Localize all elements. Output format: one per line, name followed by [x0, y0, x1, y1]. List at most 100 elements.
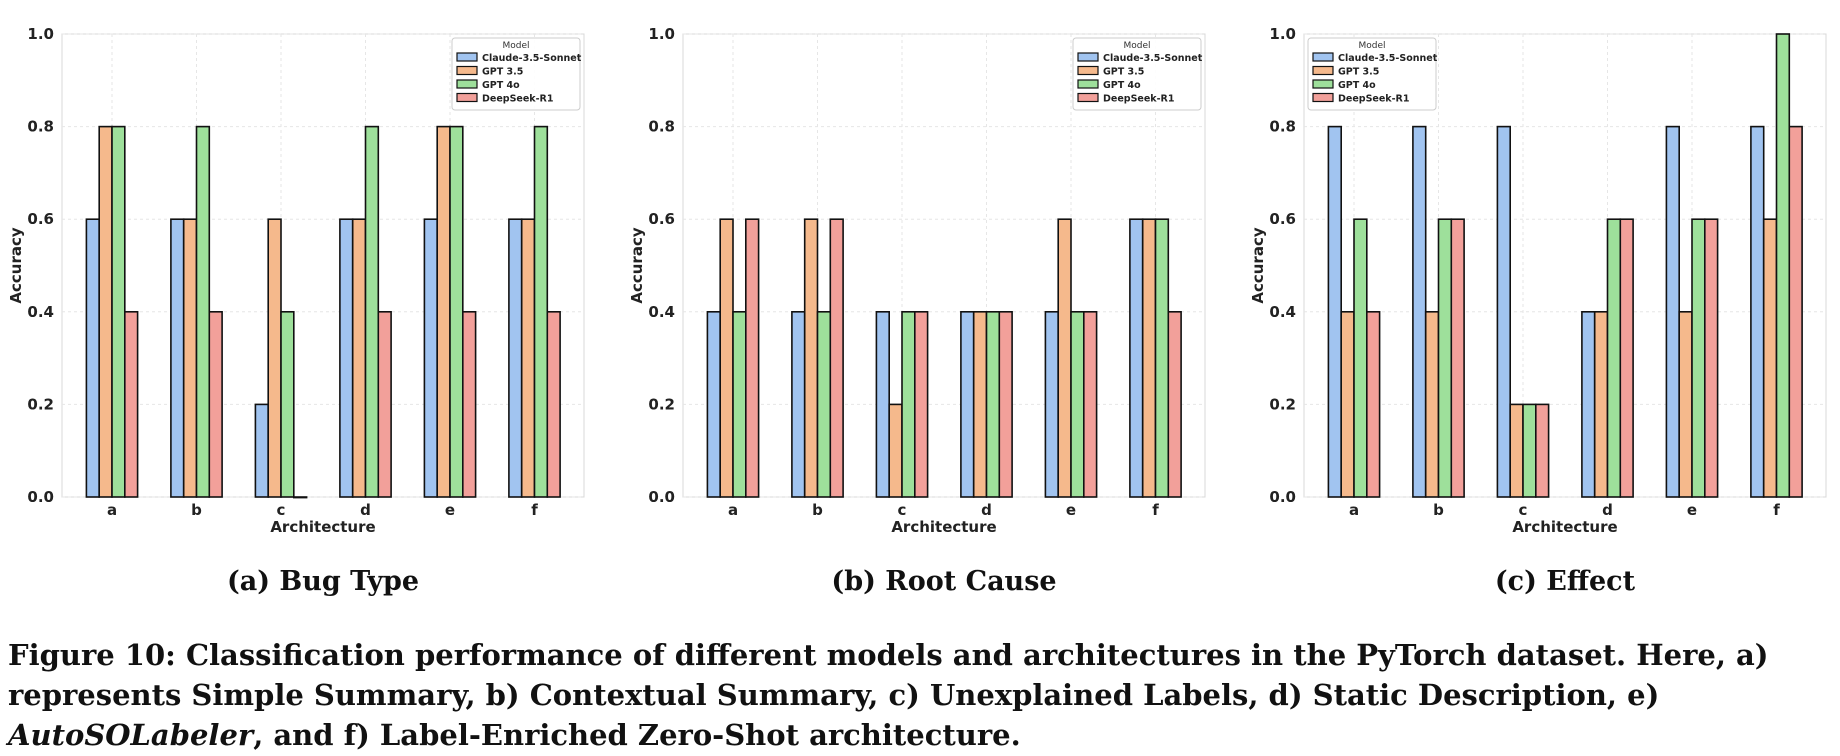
legend-entry: GPT 4o	[482, 80, 520, 91]
bar	[1070, 310, 1085, 498]
bar	[829, 218, 844, 498]
bar	[1154, 218, 1170, 498]
x-tick-label: d	[360, 501, 371, 519]
legend-entry: Claude-3.5-Sonnet	[1103, 53, 1203, 64]
bar	[449, 125, 464, 498]
y-tick-label: 1.0	[1269, 25, 1296, 43]
x-tick-label: c	[1519, 501, 1528, 519]
bar	[1606, 218, 1622, 498]
legend-entry: GPT 3.5	[1103, 67, 1144, 78]
bar	[706, 310, 722, 498]
bar	[1450, 218, 1465, 498]
chart-subtitle: (b) Root Cause	[831, 566, 1056, 597]
figure-charts: 0.0 0.2 0.4 0.6 0.8 1.0 a b c d e f Architecture Accu…	[7, 25, 1827, 597]
legend-swatch	[456, 52, 478, 62]
bar	[1327, 125, 1343, 498]
bar	[1366, 310, 1381, 498]
bar	[1044, 310, 1060, 498]
x-axis-label: Architecture	[270, 518, 375, 536]
y-tick-label: 0.0	[648, 488, 675, 506]
bar	[423, 218, 438, 498]
bar	[1593, 310, 1609, 498]
caption-text-end: , and f) Label-Enriched Zero-Shot archit…	[253, 718, 1021, 752]
legend-swatch	[456, 92, 478, 103]
y-tick-label: 0.6	[27, 210, 54, 228]
bar	[377, 310, 392, 498]
bar	[339, 218, 354, 498]
y-tick-label: 0.0	[1269, 488, 1296, 506]
bar	[744, 218, 760, 498]
legend-swatch	[1077, 92, 1099, 103]
chart-panel-2: 0.0 0.2 0.4 0.6 0.8 1.0 a b c d e f Architecture Accu…	[628, 25, 1206, 597]
bar	[351, 218, 367, 498]
plot-area	[1303, 33, 1827, 498]
legend-entry: GPT 3.5	[482, 67, 523, 78]
legend-swatch	[456, 65, 478, 76]
bar	[1750, 125, 1765, 498]
legend-swatch	[1312, 79, 1334, 89]
y-tick-label: 0.2	[1269, 395, 1296, 413]
y-tick-label: 0.8	[648, 118, 675, 136]
x-tick-label: c	[277, 501, 286, 519]
bar	[508, 218, 523, 498]
bar	[1340, 310, 1355, 498]
x-tick-label: c	[898, 501, 907, 519]
bar	[1619, 218, 1634, 498]
y-tick-label: 0.4	[1269, 303, 1296, 321]
bar	[1437, 218, 1453, 498]
bar	[1141, 218, 1157, 498]
bar	[985, 310, 1001, 498]
bar	[292, 496, 308, 499]
bar	[1424, 310, 1440, 498]
bar	[998, 310, 1013, 498]
bar	[1535, 403, 1550, 498]
bar	[875, 310, 891, 498]
bar	[533, 125, 549, 498]
chart-panel-1: 0.0 0.2 0.4 0.6 0.8 1.0 a b c d e f Architecture Accu…	[7, 25, 585, 597]
legend: Model Claude-3.5-Sonnet GPT 3.5 GPT 4o DeepS…	[1072, 37, 1203, 111]
legend-box	[1072, 37, 1202, 111]
bar	[267, 218, 282, 498]
bar	[719, 218, 734, 498]
x-tick-label: f	[531, 501, 538, 519]
x-axis-label: Architecture	[1512, 518, 1617, 536]
bar	[208, 310, 223, 498]
legend-swatch	[1312, 52, 1334, 62]
y-axis-label: Accuracy	[1249, 227, 1267, 303]
x-tick-label: b	[812, 501, 823, 519]
plot-area	[61, 33, 585, 498]
x-tick-label: d	[1602, 501, 1613, 519]
bar	[1522, 403, 1537, 498]
legend-title: Model	[502, 41, 529, 51]
x-tick-label: e	[1066, 501, 1076, 519]
x-tick-label: e	[445, 501, 455, 519]
bar	[1581, 310, 1596, 498]
legend-swatch	[1077, 79, 1099, 89]
figure-caption: Figure 10: Classification performance of…	[8, 635, 1832, 755]
bar	[461, 310, 477, 498]
bar	[960, 310, 975, 498]
legend-entry: GPT 3.5	[1338, 67, 1379, 78]
y-tick-label: 0.6	[648, 210, 675, 228]
y-tick-label: 0.8	[27, 118, 54, 136]
legend-entry: DeepSeek-R1	[1338, 94, 1410, 105]
legend-entry: Claude-3.5-Sonnet	[1338, 53, 1438, 64]
legend-title: Model	[1123, 41, 1150, 51]
legend-title: Model	[1358, 41, 1385, 51]
caption-italic: AutoSOLabeler	[8, 718, 254, 752]
caption-text: Figure 10: Classification performance of…	[8, 638, 1769, 712]
y-tick-label: 0.4	[27, 303, 54, 321]
bar	[1775, 33, 1791, 498]
bar	[1412, 125, 1427, 498]
bar	[1788, 125, 1803, 498]
legend-entry: DeepSeek-R1	[482, 94, 554, 105]
plot-area	[682, 33, 1206, 498]
y-axis-label: Accuracy	[628, 227, 646, 303]
bar	[1083, 310, 1098, 498]
x-tick-label: b	[191, 501, 202, 519]
bar	[364, 125, 380, 498]
y-tick-label: 0.6	[1269, 210, 1296, 228]
bar	[972, 310, 988, 498]
x-tick-label: e	[1687, 501, 1697, 519]
bar	[913, 310, 929, 498]
